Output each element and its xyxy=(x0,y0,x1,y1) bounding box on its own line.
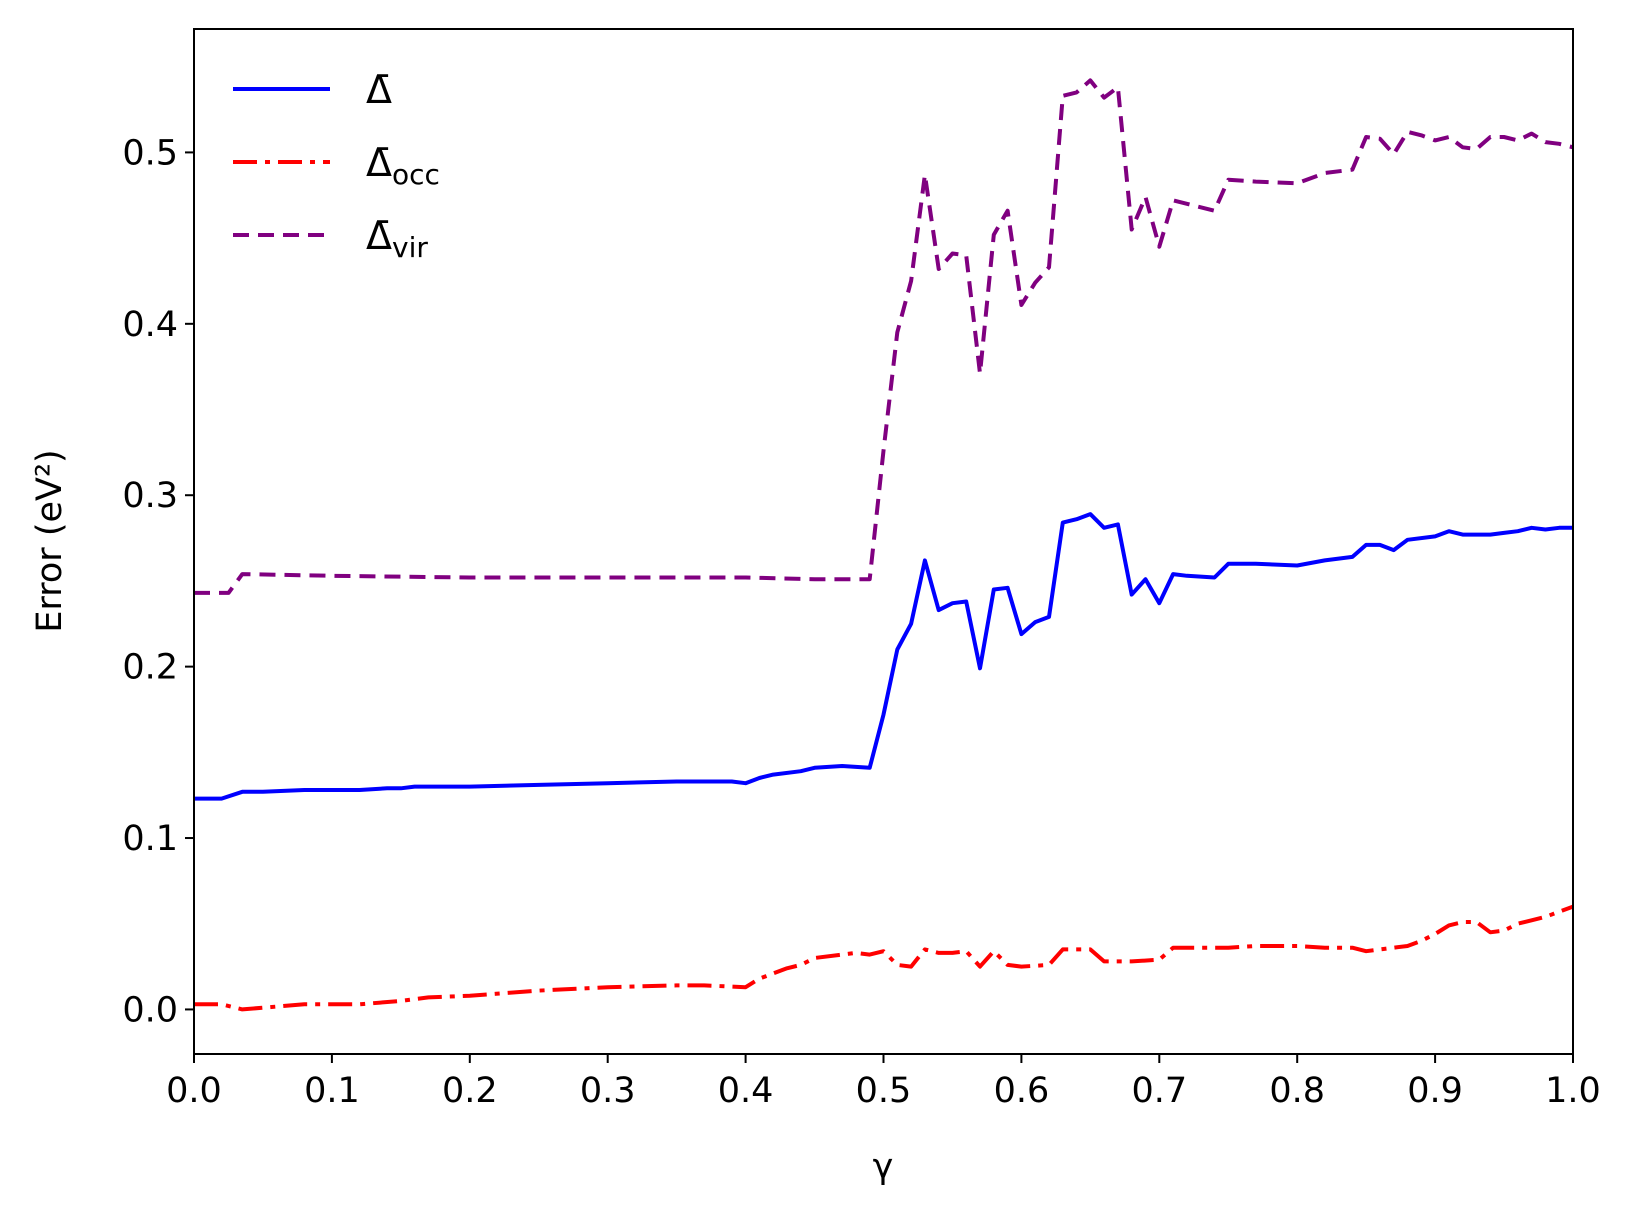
x-axis: 0.0 0.1 0.2 0.3 0.4 0.5 0.6 0.7 0.8 0.9 1.0 xyxy=(166,1054,1601,1111)
x-tick-label: 0.7 xyxy=(1131,1071,1187,1111)
y-tick-label: 0.3 xyxy=(122,476,178,516)
x-tick-label: 0.8 xyxy=(1269,1071,1325,1111)
x-tick-label: 1.0 xyxy=(1545,1071,1601,1111)
y-tick-label: 0.5 xyxy=(122,133,178,173)
x-tick-label: 0.0 xyxy=(166,1071,222,1111)
x-axis-label: γ xyxy=(873,1147,894,1187)
x-tick-label: 0.1 xyxy=(304,1071,360,1111)
y-tick-label: 0.4 xyxy=(122,305,178,345)
legend-label-2: Δ̄vir xyxy=(366,214,428,264)
legend-label-1: Δ̄occ xyxy=(366,141,440,191)
x-tick-label: 0.4 xyxy=(718,1071,774,1111)
series-line-1 xyxy=(194,904,1573,1012)
y-tick-label: 0.2 xyxy=(122,648,178,688)
x-tick-label: 0.5 xyxy=(856,1071,912,1111)
y-tick-label: 0.0 xyxy=(122,990,178,1030)
legend-symbol: Δ̄ xyxy=(366,214,392,258)
series-layer xyxy=(194,78,1573,1012)
y-axis: 0.0 0.1 0.2 0.3 0.4 0.5 xyxy=(122,133,194,1030)
x-tick-label: 0.2 xyxy=(442,1071,498,1111)
y-tick-label: 0.1 xyxy=(122,819,178,859)
series-line-2 xyxy=(194,78,1573,595)
legend-label-0: Δ̄ xyxy=(366,68,392,112)
x-tick-label: 0.3 xyxy=(580,1071,636,1111)
series-line-0 xyxy=(194,512,1573,801)
y-axis-label: Error (eV²) xyxy=(30,449,70,632)
legend-symbol: Δ̄ xyxy=(366,141,392,185)
legend-subscript: vir xyxy=(392,231,428,264)
x-tick-label: 0.9 xyxy=(1407,1071,1463,1111)
legend-subscript: occ xyxy=(392,158,440,191)
legend-symbol: Δ̄ xyxy=(366,68,392,112)
x-tick-label: 0.6 xyxy=(994,1071,1050,1111)
